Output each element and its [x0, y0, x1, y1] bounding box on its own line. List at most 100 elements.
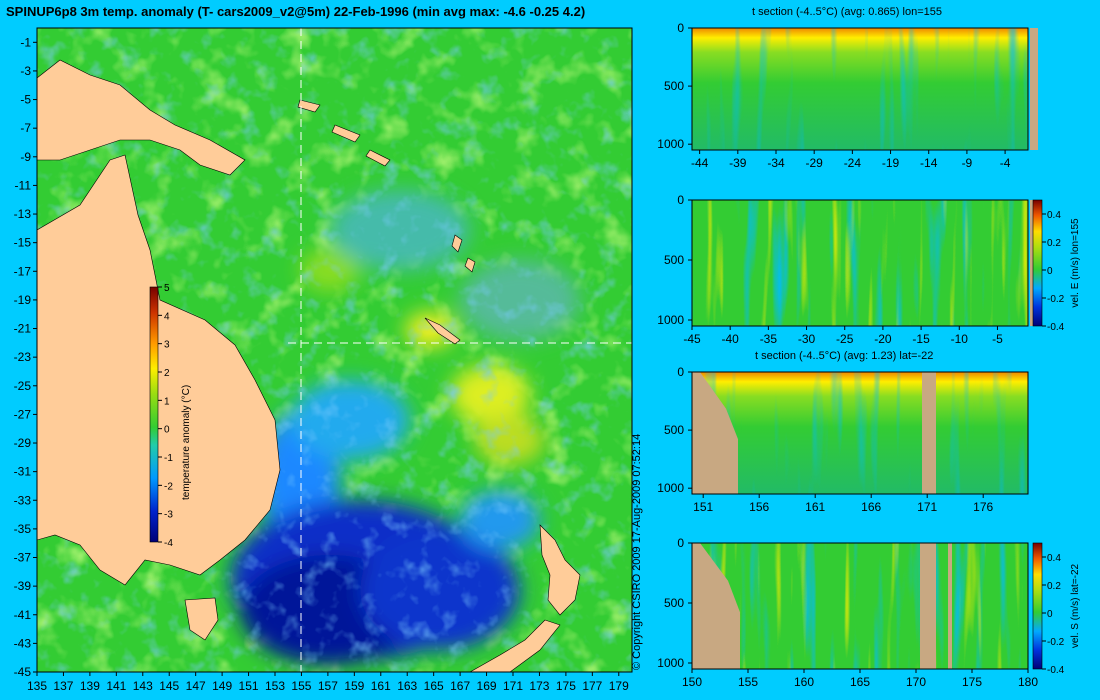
map-x-tick-label: 149: [212, 679, 232, 693]
section-tsec-lon: -44 -39 -34 -29 -24 -19 -14 -9 -4 0 500 1000: [657, 21, 1038, 170]
section-colorbar-tick-label: 0: [1047, 609, 1053, 620]
section-y-tick-label: 500: [664, 79, 684, 93]
land-solomon-islands: [297, 99, 391, 167]
section-x-tick-label: 150: [682, 675, 702, 689]
map-y-tick-label: -15: [14, 236, 32, 250]
map-y-tick-label: -23: [14, 350, 32, 364]
section-x-tick-label: -30: [798, 332, 816, 346]
section-x-tick-label: -15: [912, 332, 930, 346]
map-x-tick-label: 169: [477, 679, 497, 693]
map-x-tick-label: 171: [503, 679, 523, 693]
section-frame: [691, 371, 1029, 495]
map-y-tick-label: -35: [14, 522, 32, 536]
land-vanuatu: [451, 234, 476, 273]
map-x-tick-label: 159: [344, 679, 364, 693]
section-positive-streaks: [692, 200, 1028, 326]
map-y-tick-label: -27: [14, 407, 32, 421]
section-x-tick-label: -29: [806, 156, 824, 170]
map-x-tick-label: 143: [133, 679, 153, 693]
map-x-tick-label: 163: [397, 679, 417, 693]
section-x-tick-label: 156: [749, 500, 769, 514]
map-colorbar-tick-label: -2: [164, 481, 173, 492]
section-positive-streaks: [692, 543, 1028, 669]
map-colorbar: 5 4 3 2 1 0 -1 -2 -3 -4 temperature anomaly (°C): [149, 283, 192, 549]
section-x-tick-label: 161: [805, 500, 825, 514]
section-x-tick-label: 171: [917, 500, 937, 514]
section-x-tick-label: 155: [738, 675, 758, 689]
map-y-tick-label: -19: [14, 293, 32, 307]
map-colorbar-gradient: [149, 286, 159, 543]
map-y-tick-label: -17: [14, 264, 32, 278]
map-y-tick-label: -1: [20, 35, 31, 49]
map-x-tick-label: 153: [265, 679, 285, 693]
land-new-caledonia: [424, 317, 461, 345]
land-new-guinea: [37, 59, 246, 176]
map-x-tick-label: 155: [291, 679, 311, 693]
land-new-zealand-north: [539, 524, 581, 616]
section-x-tick-label: -25: [836, 332, 854, 346]
map-colorbar-ticks: 5 4 3 2 1 0 -1 -2 -3 -4: [158, 283, 173, 549]
section-colorbar-tick-label: -0.2: [1047, 294, 1065, 305]
map-y-tick-label: -33: [14, 493, 32, 507]
map-x-tick-label: 139: [80, 679, 100, 693]
land-australia: [37, 154, 281, 586]
section-y-tick-label: 0: [677, 21, 684, 35]
section-x-tick-label: -44: [691, 156, 709, 170]
section-colorbar-tick-label: -0.4: [1047, 322, 1065, 333]
section-x-tick-label: 166: [861, 500, 881, 514]
section-x-tick-label: -34: [767, 156, 785, 170]
section-colorbar-tick-label: -0.4: [1047, 665, 1065, 676]
map-y-tick-label: -39: [14, 579, 32, 593]
section-colorbar-tick-label: 0.2: [1047, 238, 1061, 249]
section-x-tick-label: -35: [760, 332, 778, 346]
section-x-tick-label: 160: [794, 675, 814, 689]
map-y-tick-label: -9: [20, 150, 31, 164]
section-colorbar-gradient: [1032, 199, 1043, 327]
map-x-tick-label: 179: [609, 679, 629, 693]
map-x-tick-label: 145: [159, 679, 179, 693]
map-x-tick-label: 165: [424, 679, 444, 693]
map-y-tick-label: -13: [14, 207, 32, 221]
map-y-tick-label: -43: [14, 636, 32, 650]
map-colorbar-tick-label: 0: [164, 425, 170, 436]
section-colorbar-tick-label: 0.2: [1047, 581, 1061, 592]
section-land: [1030, 28, 1038, 150]
section-y-tick-label: 1000: [657, 313, 684, 327]
map-colorbar-tick-label: 1: [164, 396, 170, 407]
map-x-ticks: 135 137 139 141 143 145 147 149 151 153 155 157 159 1…: [27, 672, 629, 693]
section-y-tick-label: 0: [677, 365, 684, 379]
map-x-tick-label: 151: [239, 679, 259, 693]
section-x-tick-label: 151: [693, 500, 713, 514]
map-y-tick-label: -11: [15, 178, 32, 192]
section-colorbar-gradient: [1032, 542, 1043, 670]
section-colorbar-tick-label: 0.4: [1047, 553, 1061, 564]
section-colorbar-label: vel. E (m/s) lon=155: [1070, 218, 1081, 308]
section-x-tick-label: 180: [1018, 675, 1038, 689]
map-y-tick-label: -31: [14, 465, 32, 479]
page-title: SPINUP6p8 3m temp. anomaly (T- cars2009_…: [6, 4, 586, 19]
section-frame: [691, 27, 1029, 151]
section-y-tick-label: 0: [677, 193, 684, 207]
section-y-tick-label: 1000: [657, 481, 684, 495]
section-land: [948, 543, 952, 669]
section-land: [920, 543, 936, 669]
section-x-tick-label: -14: [920, 156, 938, 170]
land-tasmania: [184, 597, 219, 641]
section-land: [692, 543, 740, 669]
map-y-ticks: -1 -3 -5 -7 -9 -11 -13 -15 -17 -19 -21 -23 -25 -27 -29…: [14, 35, 37, 679]
section-colorbar-tick-label: -0.2: [1047, 637, 1065, 648]
section-x-tick-label: -45: [683, 332, 701, 346]
section-x-tick-label: -40: [722, 332, 740, 346]
map-colorbar-tick-label: -3: [164, 510, 173, 521]
section-y-tick-label: 1000: [657, 137, 684, 151]
map-x-tick-label: 175: [556, 679, 576, 693]
map-x-tick-label: 157: [318, 679, 338, 693]
temperature-anomaly-map: 135 137 139 141 143 145 147 149 151 153 155 157 159 1…: [14, 27, 633, 693]
map-y-tick-label: -5: [20, 93, 31, 107]
map-y-tick-label: -25: [14, 379, 32, 393]
section-colorbar-tick-label: 0: [1047, 266, 1053, 277]
section-y-tick-label: 500: [664, 253, 684, 267]
map-x-tick-label: 173: [529, 679, 549, 693]
map-colorbar-tick-label: -1: [164, 453, 173, 464]
